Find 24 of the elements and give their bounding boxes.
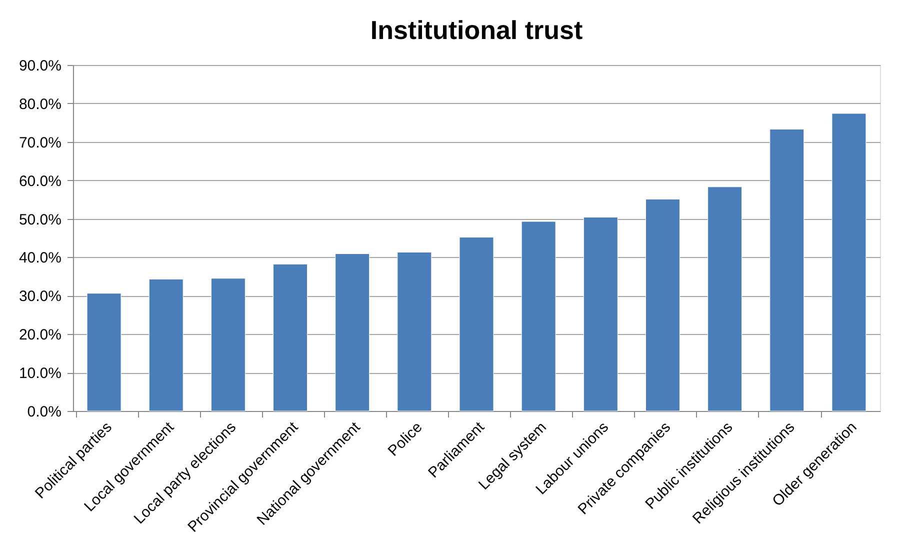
y-tick-label: 80.0%	[18, 96, 62, 113]
bar	[708, 186, 742, 412]
bar	[397, 252, 432, 412]
bar	[459, 236, 494, 412]
y-tick-label: 0.0%	[27, 404, 62, 420]
bar	[645, 198, 680, 412]
y-tick-label: 60.0%	[18, 172, 62, 190]
y-tick-label: 10.0%	[18, 365, 62, 382]
bar	[86, 293, 122, 412]
y-tick-label: 40.0%	[18, 250, 62, 267]
y-tick-label: 90.0%	[18, 58, 62, 74]
bar	[832, 113, 866, 412]
bar	[335, 254, 370, 412]
bar	[770, 128, 804, 412]
y-tick-label: 50.0%	[18, 211, 62, 228]
bar	[210, 278, 246, 412]
bar	[583, 216, 618, 412]
y-tick-label: 20.0%	[18, 326, 62, 344]
bar	[273, 264, 308, 412]
y-tick-label: 30.0%	[18, 288, 62, 306]
y-tick-label: 70.0%	[18, 134, 62, 152]
bar	[148, 278, 184, 412]
bar	[521, 221, 556, 412]
chart-title: Institutional trust	[370, 15, 583, 45]
